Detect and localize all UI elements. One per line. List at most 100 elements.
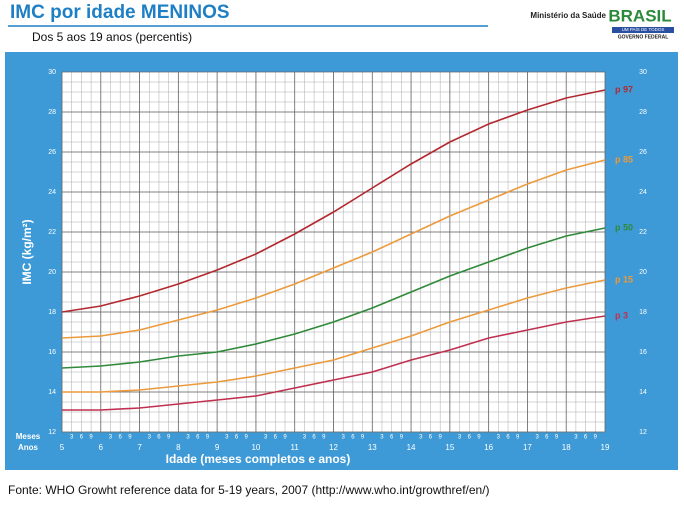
y-tick-label: 22 — [48, 229, 56, 236]
motto: UM PAÍS DE TODOS — [622, 26, 665, 32]
y-tick-label: 30 — [48, 69, 56, 76]
month-label: 6 — [390, 435, 394, 441]
month-label: 3 — [264, 435, 268, 441]
x-tick-label: 16 — [484, 443, 493, 452]
month-label: 9 — [555, 435, 559, 441]
y-tick-label: 24 — [48, 189, 56, 196]
x-tick-label: 6 — [99, 443, 104, 452]
x-tick-label: 13 — [368, 443, 377, 452]
month-label: 3 — [186, 435, 190, 441]
x-tick-label: 10 — [251, 443, 260, 452]
month-label: 3 — [70, 435, 74, 441]
series-label: p 50 — [615, 222, 633, 232]
month-label: 6 — [506, 435, 510, 441]
month-label: 3 — [574, 435, 578, 441]
month-label: 6 — [157, 435, 161, 441]
month-label: 3 — [535, 435, 539, 441]
month-label: 6 — [274, 435, 278, 441]
x-tick-label: 18 — [562, 443, 571, 452]
series-line — [62, 279, 606, 393]
month-label: 9 — [594, 435, 598, 441]
month-label: 9 — [245, 435, 249, 441]
month-label: 3 — [109, 435, 113, 441]
y-axis-label: IMC (kg/m²) — [20, 219, 34, 284]
y-tick-label-right: 26 — [639, 149, 647, 156]
x-tick-label: 14 — [407, 443, 416, 452]
month-label: 9 — [516, 435, 520, 441]
month-label: 6 — [584, 435, 588, 441]
month-label: 3 — [303, 435, 307, 441]
month-label: 6 — [80, 435, 84, 441]
month-label: 9 — [361, 435, 365, 441]
ministry: Ministério da Saúde — [530, 11, 606, 20]
month-label: 6 — [429, 435, 433, 441]
month-label: 9 — [283, 435, 287, 441]
month-label: 9 — [438, 435, 442, 441]
month-label: 3 — [148, 435, 152, 441]
chart-subtitle: Dos 5 aos 19 anos (percentis) — [32, 30, 192, 44]
series-label: p 97 — [615, 84, 633, 94]
y-tick-label-right: 12 — [639, 429, 647, 436]
month-label: 3 — [497, 435, 501, 441]
years-row-label: Anos — [18, 443, 39, 452]
y-tick-label-right: 14 — [639, 389, 647, 396]
chart-title: IMC por idade MENINOS — [10, 2, 230, 23]
y-tick-label: 28 — [48, 109, 56, 116]
month-label: 9 — [322, 435, 326, 441]
y-tick-label-right: 20 — [639, 269, 647, 276]
month-label: 9 — [167, 435, 171, 441]
plot: 12 12 14 14 16 16 18 18 20 20 22 22 24 24 26 26 28 28 30 30… — [48, 69, 647, 452]
month-label: 6 — [351, 435, 355, 441]
series-label: p 15 — [615, 274, 633, 284]
series-line — [61, 227, 606, 369]
y-tick-label: 16 — [48, 349, 56, 356]
month-label: 3 — [342, 435, 346, 441]
y-tick-label: 26 — [48, 149, 56, 156]
x-tick-label: 17 — [523, 443, 532, 452]
y-tick-label-right: 16 — [639, 349, 647, 356]
x-tick-label: 7 — [137, 443, 142, 452]
month-label: 6 — [468, 435, 472, 441]
series-line — [61, 89, 606, 313]
brand: BRASIL — [608, 6, 671, 25]
y-tick-label: 12 — [48, 429, 56, 436]
y-tick-label-right: 28 — [639, 109, 647, 116]
y-tick-label: 14 — [48, 389, 56, 396]
y-tick-label-right: 22 — [639, 229, 647, 236]
brand-band — [612, 27, 674, 33]
month-label: 9 — [128, 435, 132, 441]
x-tick-label: 5 — [60, 443, 65, 452]
x-tick-label: 9 — [215, 443, 220, 452]
months-row-label: Meses — [16, 432, 41, 441]
series-line — [61, 159, 606, 339]
y-tick-label-right: 24 — [639, 189, 647, 196]
month-label: 9 — [89, 435, 93, 441]
month-label: 6 — [235, 435, 239, 441]
x-tick-label: 19 — [601, 443, 610, 452]
y-tick-label-right: 18 — [639, 309, 647, 316]
month-label: 6 — [545, 435, 549, 441]
y-tick-label: 20 — [48, 269, 56, 276]
x-tick-label: 11 — [291, 443, 300, 452]
series-label: p 85 — [615, 154, 633, 164]
month-label: 6 — [312, 435, 316, 441]
month-label: 9 — [206, 435, 210, 441]
month-label: 3 — [458, 435, 462, 441]
source: Fonte: WHO Growht reference data for 5-1… — [8, 483, 490, 497]
month-label: 6 — [119, 435, 123, 441]
y-tick-label-right: 30 — [639, 69, 647, 76]
month-label: 9 — [477, 435, 481, 441]
month-label: 3 — [419, 435, 423, 441]
series-label: p 3 — [615, 310, 628, 320]
x-axis-label: Idade (meses completos e anos) — [166, 452, 351, 466]
series-line — [62, 315, 606, 411]
government: GOVERNO FEDERAL — [618, 34, 669, 40]
month-label: 9 — [400, 435, 404, 441]
x-tick-label: 8 — [176, 443, 181, 452]
x-tick-label: 12 — [329, 443, 338, 452]
month-label: 3 — [380, 435, 384, 441]
month-label: 6 — [196, 435, 200, 441]
y-tick-label: 18 — [48, 309, 56, 316]
